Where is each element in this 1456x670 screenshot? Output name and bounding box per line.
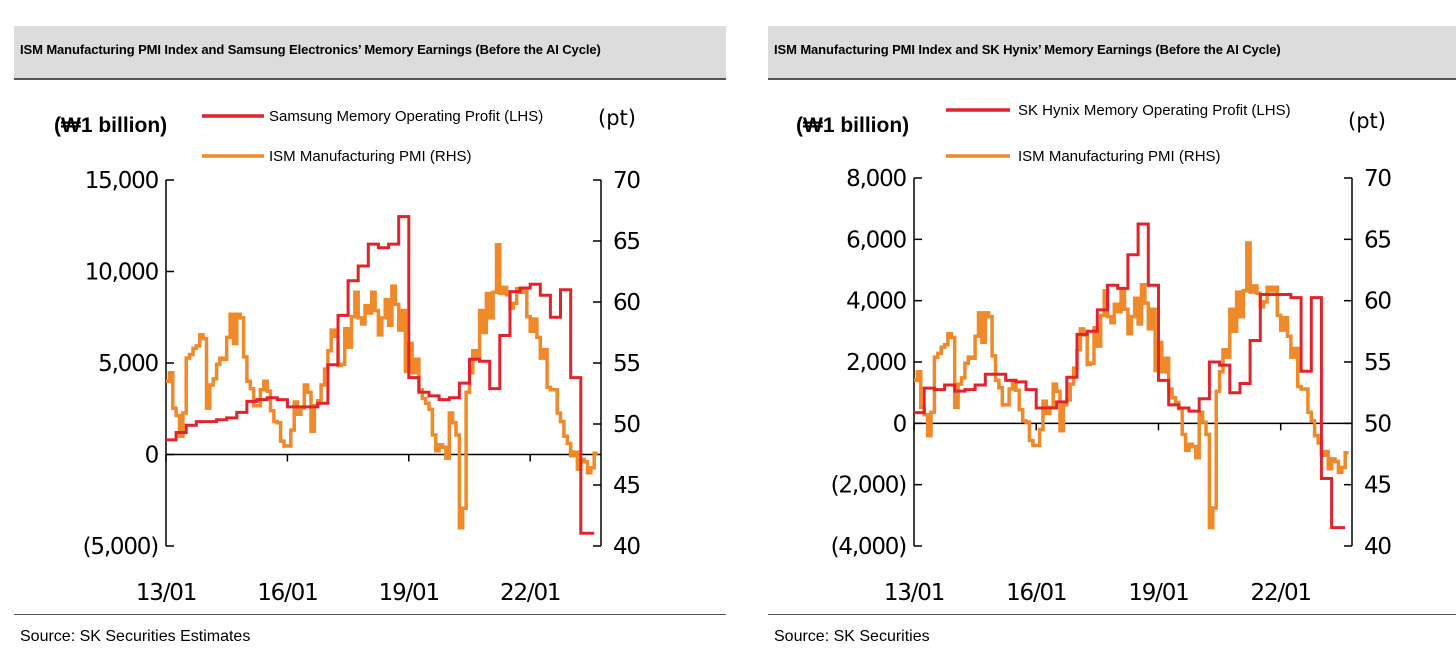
left-axis-tick-label: 4,000 — [846, 289, 906, 315]
left-axis-unit: (₩1 billion) — [54, 114, 167, 137]
left-axis-unit: (₩1 billion) — [796, 114, 909, 137]
right-axis-tick-label: 45 — [613, 473, 640, 499]
chart-title: ISM Manufacturing PMI Index and Samsung … — [20, 42, 601, 57]
right-axis-tick-label: 55 — [613, 351, 640, 377]
left-axis-tick-label: 10,000 — [85, 260, 159, 286]
series-line-operating-profit — [914, 222, 1346, 530]
right-axis-tick-label: 70 — [613, 168, 640, 194]
x-axis-tick-label: 13/01 — [136, 580, 196, 606]
chart-header: ISM Manufacturing PMI Index and Samsung … — [14, 26, 726, 80]
legend-label-ism-pmi: ISM Manufacturing PMI (RHS) — [1018, 148, 1221, 165]
x-axis-tick-label: 22/01 — [500, 580, 560, 606]
x-axis-tick-label: 16/01 — [257, 580, 317, 606]
chart-title: ISM Manufacturing PMI Index and SK Hynix… — [774, 42, 1281, 57]
left-axis-tick-label: 0 — [145, 443, 159, 469]
legend-label-ism-pmi: ISM Manufacturing PMI (RHS) — [269, 148, 472, 165]
chart-source: Source: SK Securities Estimates — [20, 628, 251, 645]
right-axis-tick-label: 40 — [613, 534, 640, 560]
right-axis-unit: (pt) — [598, 106, 636, 130]
right-axis-tick-label: 50 — [613, 412, 640, 438]
footer-divider — [14, 614, 726, 615]
legend-label-operating-profit: SK Hynix Memory Operating Profit (LHS) — [1018, 102, 1291, 119]
left-axis-tick-label: 5,000 — [98, 351, 158, 377]
x-axis-tick-label: 16/01 — [1006, 580, 1066, 606]
right-axis-tick-label: 60 — [613, 290, 640, 316]
left-axis-tick-label: (4,000) — [831, 534, 906, 560]
left-axis-tick-label: 6,000 — [846, 227, 906, 253]
chart-source: Source: SK Securities — [774, 628, 930, 645]
right-axis-tick-label: 40 — [1364, 534, 1391, 560]
left-axis-tick-label: 15,000 — [85, 168, 159, 194]
left-axis-tick-label: 8,000 — [846, 166, 906, 192]
chart-panel-skhynix: ISM Manufacturing PMI Index and SK Hynix… — [768, 0, 1456, 670]
right-axis-tick-label: 60 — [1364, 289, 1391, 315]
x-axis-tick-label: 22/01 — [1251, 580, 1311, 606]
left-axis-tick-label: (2,000) — [831, 473, 906, 499]
right-axis-tick-label: 70 — [1364, 166, 1391, 192]
footer-divider — [768, 614, 1456, 615]
x-axis-tick-label: 19/01 — [379, 580, 439, 606]
right-axis-tick-label: 65 — [1364, 227, 1391, 253]
left-axis-tick-label: (5,000) — [83, 534, 158, 560]
right-axis-tick-label: 50 — [1364, 411, 1391, 437]
chart-plot-samsung: 15,000 10,000 5,000 0 (5,000) 70 65 60 55 50 45 40 1… — [54, 106, 642, 606]
chart-panel-samsung: ISM Manufacturing PMI Index and Samsung … — [14, 0, 726, 670]
left-axis-tick-label: 0 — [893, 411, 907, 437]
left-axis-tick-label: 2,000 — [846, 350, 906, 376]
right-axis-tick-label: 45 — [1364, 473, 1391, 499]
chart-plot-skhynix: 8,000 6,000 4,000 2,000 0 (2,000) (4,000) 70 65 6… — [796, 102, 1393, 606]
right-axis-unit: (pt) — [1348, 109, 1386, 133]
x-axis-tick-label: 13/01 — [884, 580, 944, 606]
x-axis-tick-label: 19/01 — [1128, 580, 1188, 606]
series-line-operating-profit — [166, 215, 595, 535]
right-axis-tick-label: 55 — [1364, 350, 1391, 376]
chart-header: ISM Manufacturing PMI Index and SK Hynix… — [768, 26, 1456, 80]
right-axis-tick-label: 65 — [613, 229, 640, 255]
series-line-ism-pmi — [914, 241, 1349, 530]
series-line-ism-pmi — [166, 242, 598, 530]
legend-label-operating-profit: Samsung Memory Operating Profit (LHS) — [269, 108, 543, 125]
